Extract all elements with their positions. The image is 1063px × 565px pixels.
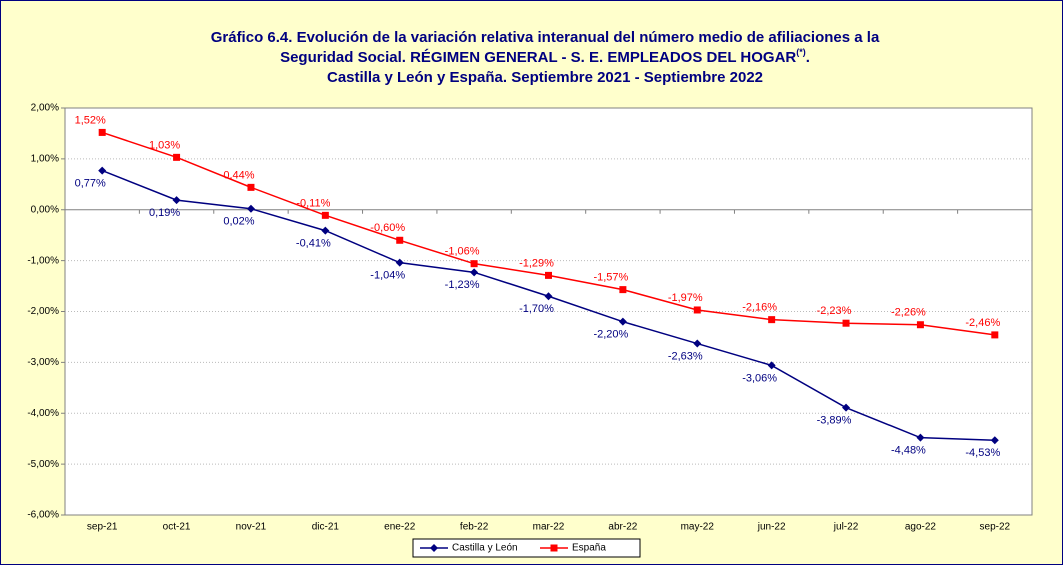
value-label: -0,11%: [296, 197, 330, 209]
point: [693, 339, 702, 348]
x-tick-label: ago-22: [905, 522, 937, 533]
point: [916, 321, 924, 329]
value-label: -3,06%: [742, 372, 777, 384]
value-label: -3,89%: [817, 415, 852, 427]
value-label: -4,53%: [965, 447, 1000, 459]
point: [395, 258, 404, 267]
point: [172, 196, 181, 205]
y-tick-label: 0,00%: [31, 204, 59, 215]
point: [247, 183, 255, 191]
point: [98, 128, 106, 136]
point: [768, 316, 776, 324]
value-label: 0,02%: [223, 216, 254, 228]
point: [98, 166, 107, 175]
point: [916, 433, 925, 442]
value-label: -1,97%: [668, 292, 703, 304]
title-note: (*): [796, 47, 806, 57]
point: [842, 319, 850, 327]
legend-label: España: [572, 543, 606, 554]
value-label: -1,70%: [519, 303, 554, 315]
x-tick-label: sep-22: [980, 522, 1011, 533]
value-label: -2,20%: [593, 329, 628, 341]
value-label: 1,52%: [75, 114, 106, 126]
point: [545, 271, 552, 279]
x-tick-label: mar-22: [533, 522, 565, 533]
x-tick-label: ene-22: [384, 522, 416, 533]
value-label: -1,06%: [445, 246, 480, 258]
chart-title: Gráfico 6.4. Evolución de la variación r…: [211, 29, 880, 46]
y-tick-label: -3,00%: [27, 357, 59, 368]
point: [321, 211, 329, 219]
title-line: Seguridad Social. RÉGIMEN GENERAL - S. E…: [280, 49, 796, 66]
value-label: -2,63%: [668, 350, 703, 362]
point: [396, 236, 404, 244]
point: [321, 226, 330, 235]
value-label: 1,03%: [149, 139, 180, 151]
point: [470, 260, 478, 268]
point: [693, 306, 701, 314]
point: [990, 436, 999, 445]
y-tick-label: -1,00%: [27, 255, 59, 266]
value-label: 0,77%: [75, 177, 106, 189]
point: [618, 317, 627, 326]
chart-title: Castilla y León y España. Septiembre 202…: [327, 69, 763, 86]
x-tick-label: jul-22: [833, 522, 859, 533]
x-tick-label: may-22: [681, 522, 715, 533]
value-label: -1,04%: [370, 270, 405, 282]
y-tick-label: 1,00%: [31, 154, 59, 165]
value-label: -0,60%: [370, 222, 405, 234]
x-tick-label: oct-21: [163, 522, 191, 533]
y-tick-label: -2,00%: [27, 306, 59, 317]
chart-title: Seguridad Social. RÉGIMEN GENERAL - S. E…: [280, 47, 810, 66]
value-label: -1,57%: [593, 272, 628, 284]
y-tick-label: 2,00%: [31, 103, 59, 114]
value-label: -2,46%: [965, 317, 1000, 329]
y-tick-label: -6,00%: [27, 510, 59, 521]
value-label: -0,41%: [296, 238, 331, 250]
y-tick-label: -4,00%: [27, 408, 59, 419]
title-end: .: [806, 49, 810, 66]
point: [173, 153, 181, 161]
value-label: -4,48%: [891, 445, 926, 457]
x-tick-label: sep-21: [87, 522, 118, 533]
x-tick-label: dic-21: [312, 522, 340, 533]
value-label: -1,23%: [445, 279, 480, 291]
point: [470, 268, 479, 277]
value-label: -1,29%: [519, 257, 554, 269]
x-tick-label: jun-22: [757, 522, 786, 533]
legend-marker: [430, 544, 438, 552]
legend-marker: [550, 544, 558, 552]
legend-label: Castilla y León: [452, 543, 518, 554]
value-label: 0,44%: [223, 169, 254, 181]
point: [619, 286, 627, 294]
point: [767, 361, 776, 370]
value-label: -2,23%: [817, 305, 852, 317]
point: [991, 331, 999, 339]
point: [246, 204, 255, 213]
legend-box: [412, 538, 641, 558]
y-tick-label: -5,00%: [27, 459, 59, 470]
x-tick-label: abr-22: [608, 522, 637, 533]
x-tick-label: nov-21: [236, 522, 267, 533]
point: [842, 403, 851, 412]
value-label: -2,26%: [891, 307, 926, 319]
value-label: -2,16%: [742, 302, 777, 314]
x-tick-label: feb-22: [460, 522, 489, 533]
point: [544, 292, 553, 301]
value-label: 0,19%: [149, 207, 180, 219]
